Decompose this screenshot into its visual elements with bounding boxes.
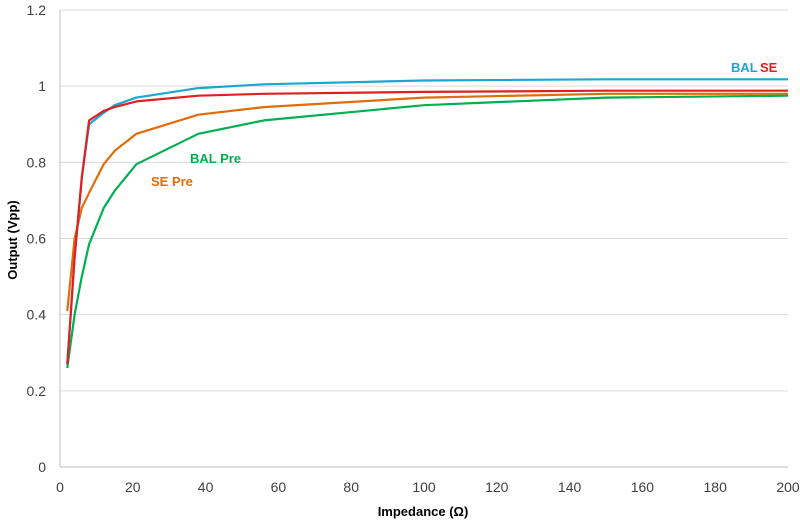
x-tick-label: 200 [776,479,800,495]
y-tick-label: 1 [38,78,46,94]
x-tick-label: 100 [412,479,436,495]
x-tick-label: 40 [198,479,214,495]
y-tick-label: 1.2 [27,2,47,18]
gridlines [60,9,788,392]
x-tick-label: 120 [485,479,509,495]
label-bal-pre: BAL Pre [190,151,241,166]
x-tick-label: 140 [558,479,582,495]
y-tick-label: 0.2 [27,383,47,399]
x-tick-label: 180 [704,479,728,495]
x-axis-title: Impedance (Ω) [378,504,469,519]
y-tick-label: 0.6 [27,231,47,247]
x-tick-label: 80 [343,479,359,495]
y-axis-title: Output (Vpp) [5,200,20,279]
axes: 0 0.2 0.4 0.6 0.8 1 1.2 0 20 40 60 80 100 120 140 160 18… [27,2,800,495]
x-tick-label: 160 [631,479,655,495]
series-lines [66,78,789,369]
series-labels: BAL Pre SE Pre BAL SE [151,60,778,189]
x-tick-label: 60 [271,479,287,495]
label-se: SE [760,60,778,75]
series-line-se [66,89,788,365]
x-tick-label: 20 [125,479,141,495]
label-bal: BAL [731,60,758,75]
y-tick-label: 0.4 [27,307,47,323]
y-tick-label: 0.8 [27,154,47,170]
y-tick-label: 0 [38,459,46,475]
x-tick-label: 0 [56,479,64,495]
label-se-pre: SE Pre [151,174,193,189]
series-line-se-pre [66,92,788,312]
series-line-bal-pre [66,94,789,369]
